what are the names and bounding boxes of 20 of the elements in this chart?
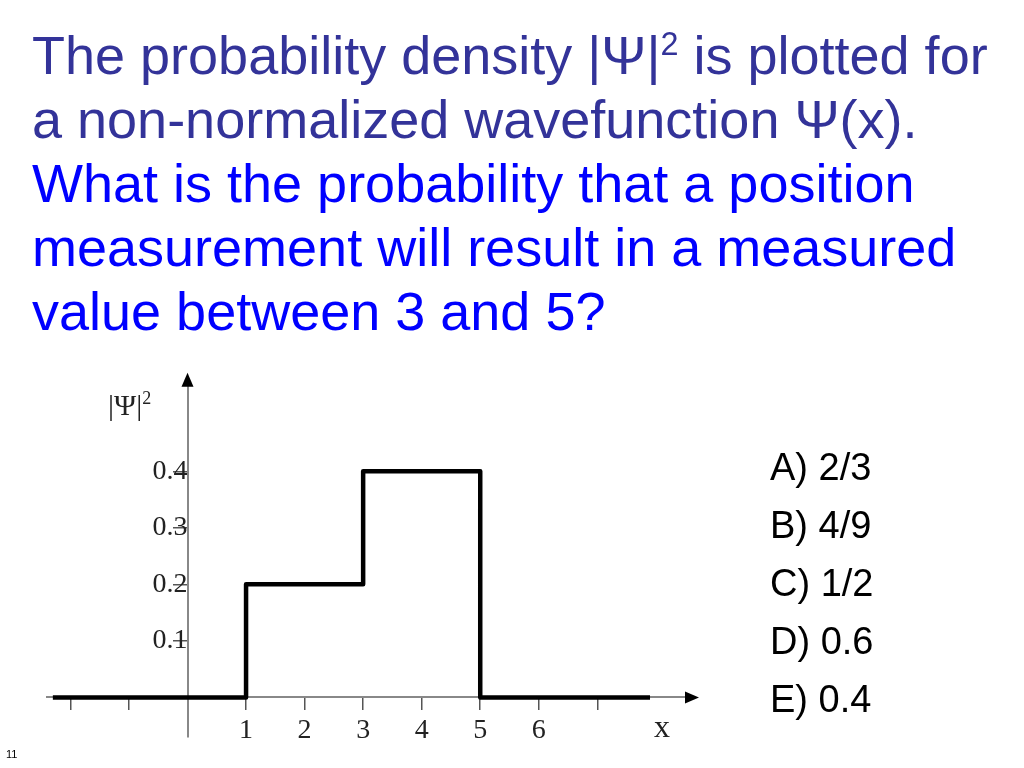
x-tick-label: 5 <box>473 712 488 744</box>
y-tick-label: 0.1 <box>152 623 188 655</box>
text: C) 1/2 <box>770 561 874 606</box>
y-tick-label: 0.3 <box>152 510 188 542</box>
y-axis-title: |Ψ|$^{2}$ <box>108 388 152 422</box>
x-tick-label: 1 <box>239 712 254 744</box>
x-axis-title: x <box>654 708 670 745</box>
x-tick-label: 6 <box>531 712 546 744</box>
text: E) 0.4 <box>770 677 873 722</box>
chart-subtitle: What is the probability that a position measurement will result in a measured value between 3 and 5? <box>32 153 957 341</box>
x-tick-label: 4 <box>414 712 429 744</box>
text: 11 <box>6 748 18 760</box>
chart-title: The probability density |Ψ|$^{2}$ is plotted for a non-normalized wavefunction Ψ(x). <box>32 25 988 149</box>
y-tick-label: 0.2 <box>152 566 188 598</box>
x-tick-label: 3 <box>356 712 371 744</box>
text: B) 4/9 <box>770 503 873 548</box>
x-tick-label: 2 <box>297 712 312 744</box>
y-tick-label: 0.4 <box>152 453 188 485</box>
text: D) 0.6 <box>770 619 874 664</box>
text: A) 2/3 <box>770 445 873 490</box>
